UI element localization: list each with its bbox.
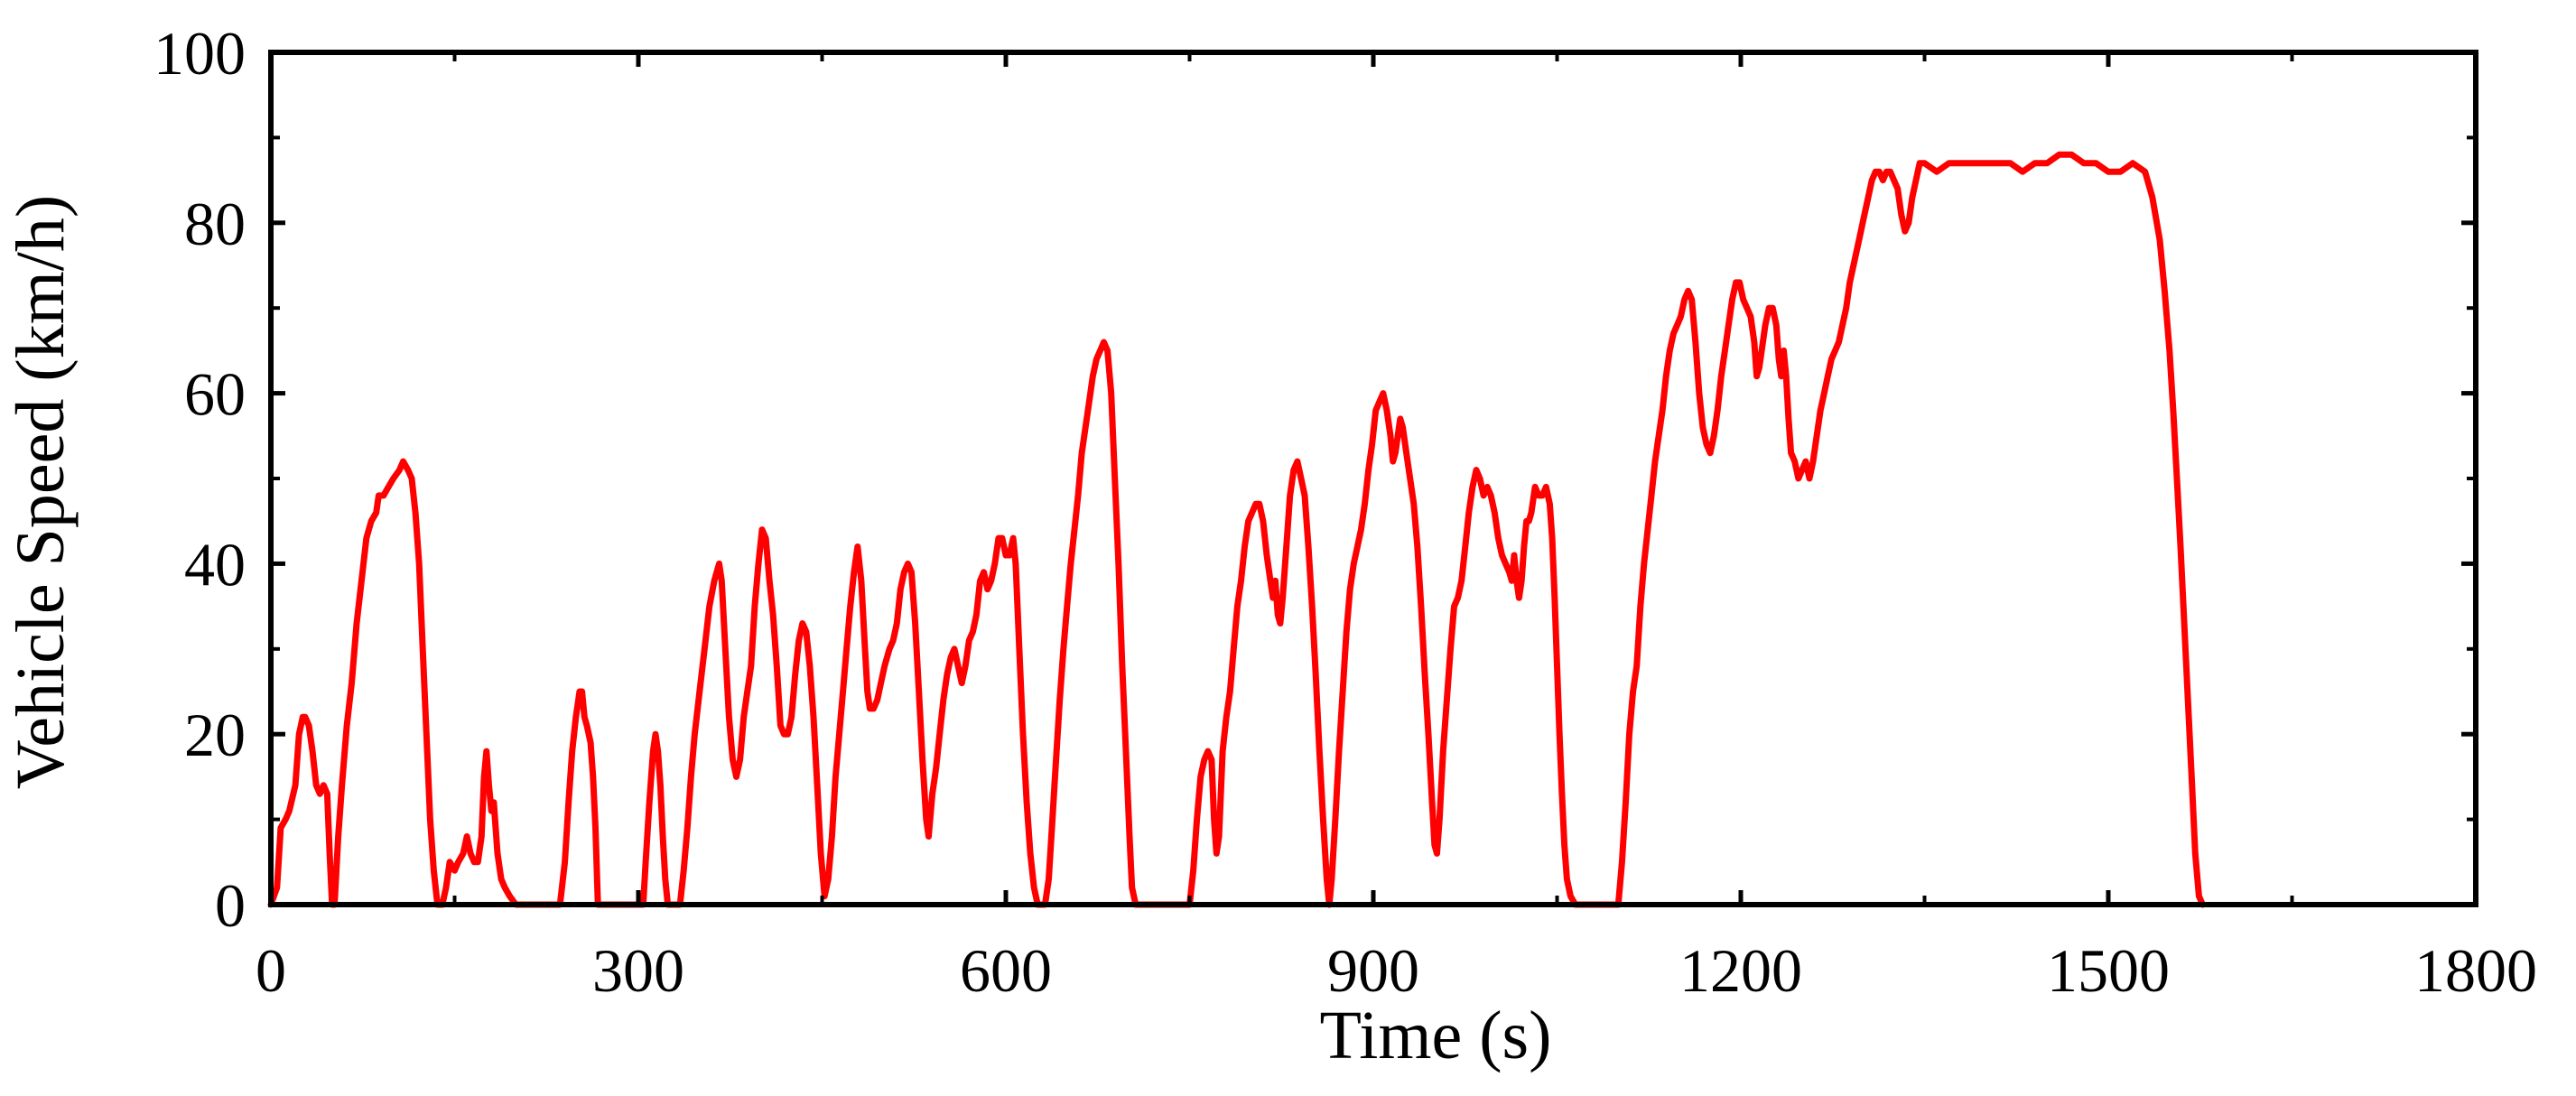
x-tick-label-0: 0 bbox=[256, 936, 286, 1005]
y-tick-label-20: 20 bbox=[184, 701, 246, 769]
y-tick-label-80: 80 bbox=[184, 190, 246, 258]
series-line-1 bbox=[267, 151, 2206, 908]
x-tick-label-600: 600 bbox=[960, 936, 1052, 1005]
y-axis-ticks bbox=[271, 50, 2476, 907]
y-axis-title: Vehicle Speed (km/h) bbox=[3, 195, 79, 789]
x-tick-label-300: 300 bbox=[592, 936, 684, 1005]
y-axis-tick-labels: 0 20 40 60 80 100 bbox=[153, 19, 246, 940]
x-tick-label-1500: 1500 bbox=[2047, 936, 2170, 1005]
x-axis-title: Time (s) bbox=[1320, 998, 1552, 1073]
y-tick-label-0: 0 bbox=[215, 871, 246, 940]
x-tick-label-900: 900 bbox=[1327, 936, 1419, 1005]
y-tick-label-60: 60 bbox=[184, 360, 246, 429]
x-axis-ticks bbox=[268, 52, 2478, 905]
x-tick-label-1200: 1200 bbox=[1679, 936, 1802, 1005]
plot-area bbox=[267, 50, 2478, 908]
y-tick-label-100: 100 bbox=[153, 19, 246, 88]
x-axis-tick-labels: 0 300 600 900 1200 1500 1800 bbox=[256, 936, 2537, 1005]
y-tick-label-40: 40 bbox=[184, 530, 246, 599]
x-tick-label-1800: 1800 bbox=[2414, 936, 2537, 1005]
